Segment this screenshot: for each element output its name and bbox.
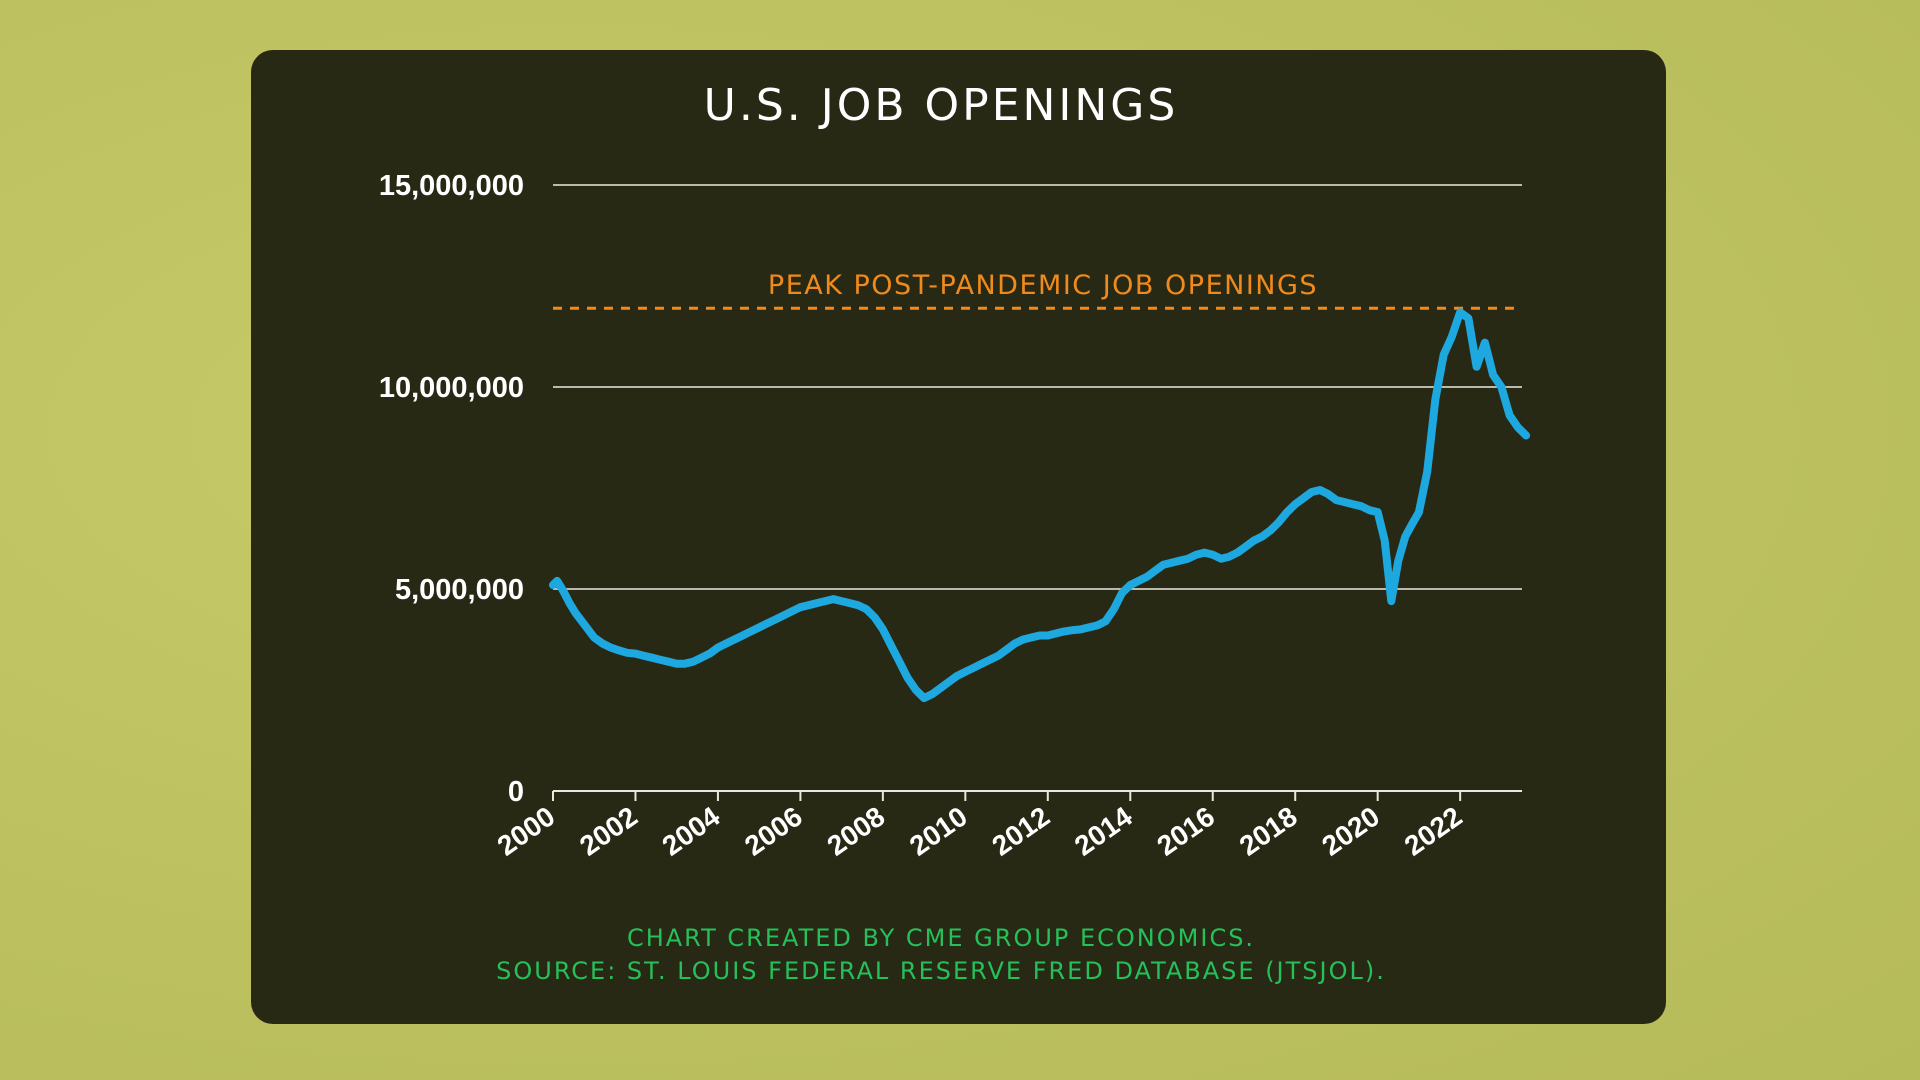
chart-card: U.S. JOB OPENINGS PEAK POST-PANDEMIC JOB…: [251, 50, 1666, 1024]
y-tick-label: 5,000,000: [395, 574, 524, 606]
y-tick-label: 0: [508, 776, 524, 808]
x-tick-label: 2008: [822, 801, 891, 862]
x-tick-label: 2002: [574, 801, 643, 862]
series-line-job-openings: [549, 308, 1531, 703]
x-tick-label: 2014: [1069, 800, 1138, 861]
x-tick-label: 2016: [1151, 801, 1220, 862]
x-tick-label: 2018: [1234, 801, 1303, 862]
y-tick-label: 15,000,000: [379, 170, 524, 202]
reference-line-group: PEAK POST-PANDEMIC JOB OPENINGS: [553, 270, 1522, 310]
x-tick-label: 2006: [739, 801, 808, 862]
x-tick-label: 2022: [1399, 801, 1468, 862]
series-layer: [549, 308, 1531, 703]
peak-reference-label: PEAK POST-PANDEMIC JOB OPENINGS: [768, 270, 1318, 301]
y-tick-label: 10,000,000: [379, 372, 524, 404]
x-tick-label: 2004: [657, 800, 726, 861]
x-tick-label: 2012: [986, 801, 1055, 862]
chart-source-line: SOURCE: ST. LOUIS FEDERAL RESERVE FRED D…: [496, 957, 1386, 985]
chart-credit-line: CHART CREATED BY CME GROUP ECONOMICS.: [627, 924, 1255, 952]
x-tick-label: 2010: [904, 801, 973, 862]
x-tick-label: 2020: [1316, 801, 1385, 862]
chart-title: U.S. JOB OPENINGS: [704, 80, 1179, 131]
x-tick-label: 2000: [492, 801, 561, 862]
grid-lines: [553, 184, 1522, 792]
job-openings-chart: U.S. JOB OPENINGS PEAK POST-PANDEMIC JOB…: [379, 80, 1531, 985]
